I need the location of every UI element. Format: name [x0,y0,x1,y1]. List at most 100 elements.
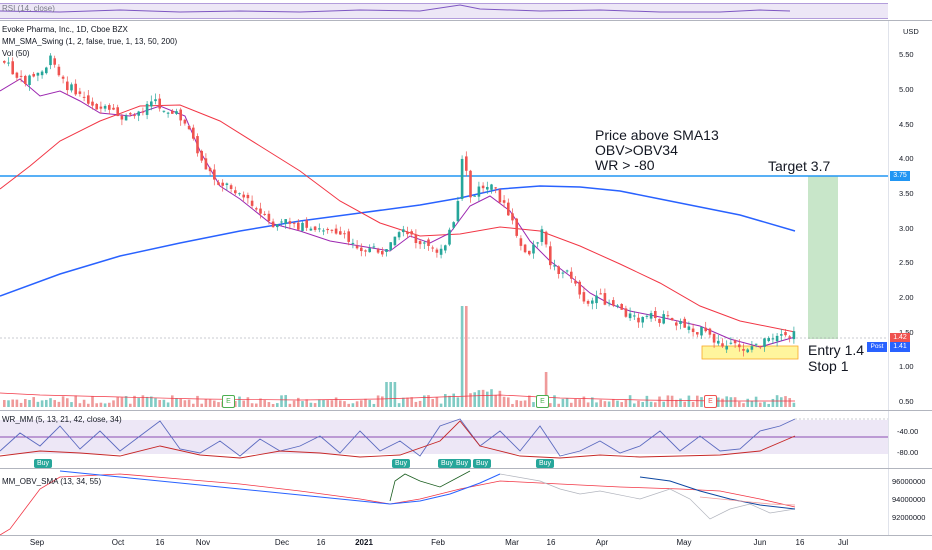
volume-bar [456,397,460,407]
pane-separator[interactable] [0,20,932,21]
candle-body [36,72,40,76]
volume-bar [280,395,283,407]
volume-bar [490,389,493,407]
candle-body [654,311,657,319]
pane-separator[interactable] [0,410,932,411]
candle-body [150,101,153,107]
time-tick: 2021 [355,538,373,547]
candle-body [183,119,187,124]
volume-bar [418,400,422,407]
time-tick: Oct [111,538,125,547]
candle-body [767,338,770,342]
candle-body [133,115,136,117]
candle-body [494,187,497,189]
candle-body [385,249,388,252]
pane-separator[interactable] [0,535,932,536]
candlesticks [3,53,796,357]
volume-bar [620,402,623,407]
obv-scale[interactable]: 96000000 94000000 92000000 [888,469,932,535]
volume-bar [347,403,350,407]
volume-legend[interactable]: Vol (50) [2,49,30,58]
post-market-label: Post [867,342,887,352]
earnings-icon-text: E [226,398,231,405]
candle-body [477,186,481,197]
sma50-line [0,104,796,333]
time-axis[interactable]: Sep Oct 16 Nov Dec 16 2021 Feb Mar 16 Ap… [0,536,932,550]
candle-body [511,213,514,221]
symbol-title[interactable]: Evoke Pharma, Inc., 1D, Cboe BZX [2,25,128,34]
candle-body [28,75,31,85]
earnings-icon[interactable]: E [704,395,717,408]
volume-bar [439,403,443,407]
volume-bar [675,399,678,407]
volume-bar [759,402,762,407]
rsi-pane[interactable]: RSI (14, close) [0,0,888,20]
volume-bar [158,400,161,407]
time-tick: 16 [795,538,805,547]
volume-bar [87,403,90,407]
obv-label[interactable]: MM_OBV_SMA (13, 34, 55) [2,477,102,486]
candle-body [616,305,619,307]
price-chart [0,53,888,407]
wr-pane[interactable]: WR_MM (5, 13, 21, 42, close, 34) Buy Buy… [0,411,888,468]
annotation-line: OBV>OBV34 [595,142,678,158]
candle-body [561,272,565,274]
volume-bar [465,306,468,407]
wr-scale[interactable]: -40.00 -80.00 [888,411,932,468]
candle-body [95,103,98,110]
volume-bar [784,396,787,407]
candle-body [662,314,665,324]
volume-bar [40,400,44,407]
candle-body [570,271,573,279]
volume-bar [45,399,48,407]
pane-separator[interactable] [0,468,932,469]
candle-body [456,201,460,222]
candle-body [74,83,77,95]
candle-body [70,84,73,91]
volume-bar [607,401,611,407]
candle-body [582,292,586,302]
candle-body [649,313,653,319]
candle-body [725,346,728,350]
volume-bar [213,400,216,407]
candle-body [7,62,10,64]
earnings-icon[interactable]: E [536,395,549,408]
volume-bar [242,400,245,407]
candle-body [187,125,191,130]
wr-label[interactable]: WR_MM (5, 13, 21, 42, close, 34) [2,415,122,424]
volume-bar [486,391,489,407]
time-tick: Apr [595,538,609,547]
volume-bar [360,400,363,407]
volume-bar [700,397,703,407]
strategy-annotation: Price above SMA13 OBV>OBV34 WR > -80 [595,128,719,173]
candle-body [242,194,245,198]
price-tick: 4.00 [899,154,914,163]
volume-bar [250,403,254,407]
candle-body [334,228,338,234]
candle-body [528,250,531,255]
candle-body [675,322,678,326]
earnings-icon[interactable]: E [222,395,235,408]
candle-body [99,106,103,109]
volume-bar [255,403,258,407]
candle-body [217,182,220,185]
volume-bar [49,398,52,407]
indicator-legend[interactable]: MM_SMA_Swing (1, 2, false, true, 1, 13, … [2,37,178,46]
time-tick: Dec [274,538,290,547]
volume-bar [544,372,548,407]
price-scale[interactable]: USD 5.50 5.00 4.50 4.00 3.50 3.00 2.50 2… [867,21,932,410]
candle-body [221,182,224,186]
candle-body [255,208,258,210]
candle-body [733,340,737,344]
volume-bar [313,403,317,407]
volume-bar [116,397,119,407]
earnings-icon-text: E [708,398,713,405]
candle-body [175,111,178,114]
candle-body [553,265,556,267]
volume-bar [532,402,535,407]
candle-body [246,194,250,199]
candle-body [376,249,380,253]
obv-pane[interactable]: MM_OBV_SMA (13, 34, 55) [0,469,888,535]
candle-body [729,342,733,344]
main-chart-pane[interactable]: E E E Evoke Pharma, Inc., 1D, Cboe BZX M… [0,21,888,410]
